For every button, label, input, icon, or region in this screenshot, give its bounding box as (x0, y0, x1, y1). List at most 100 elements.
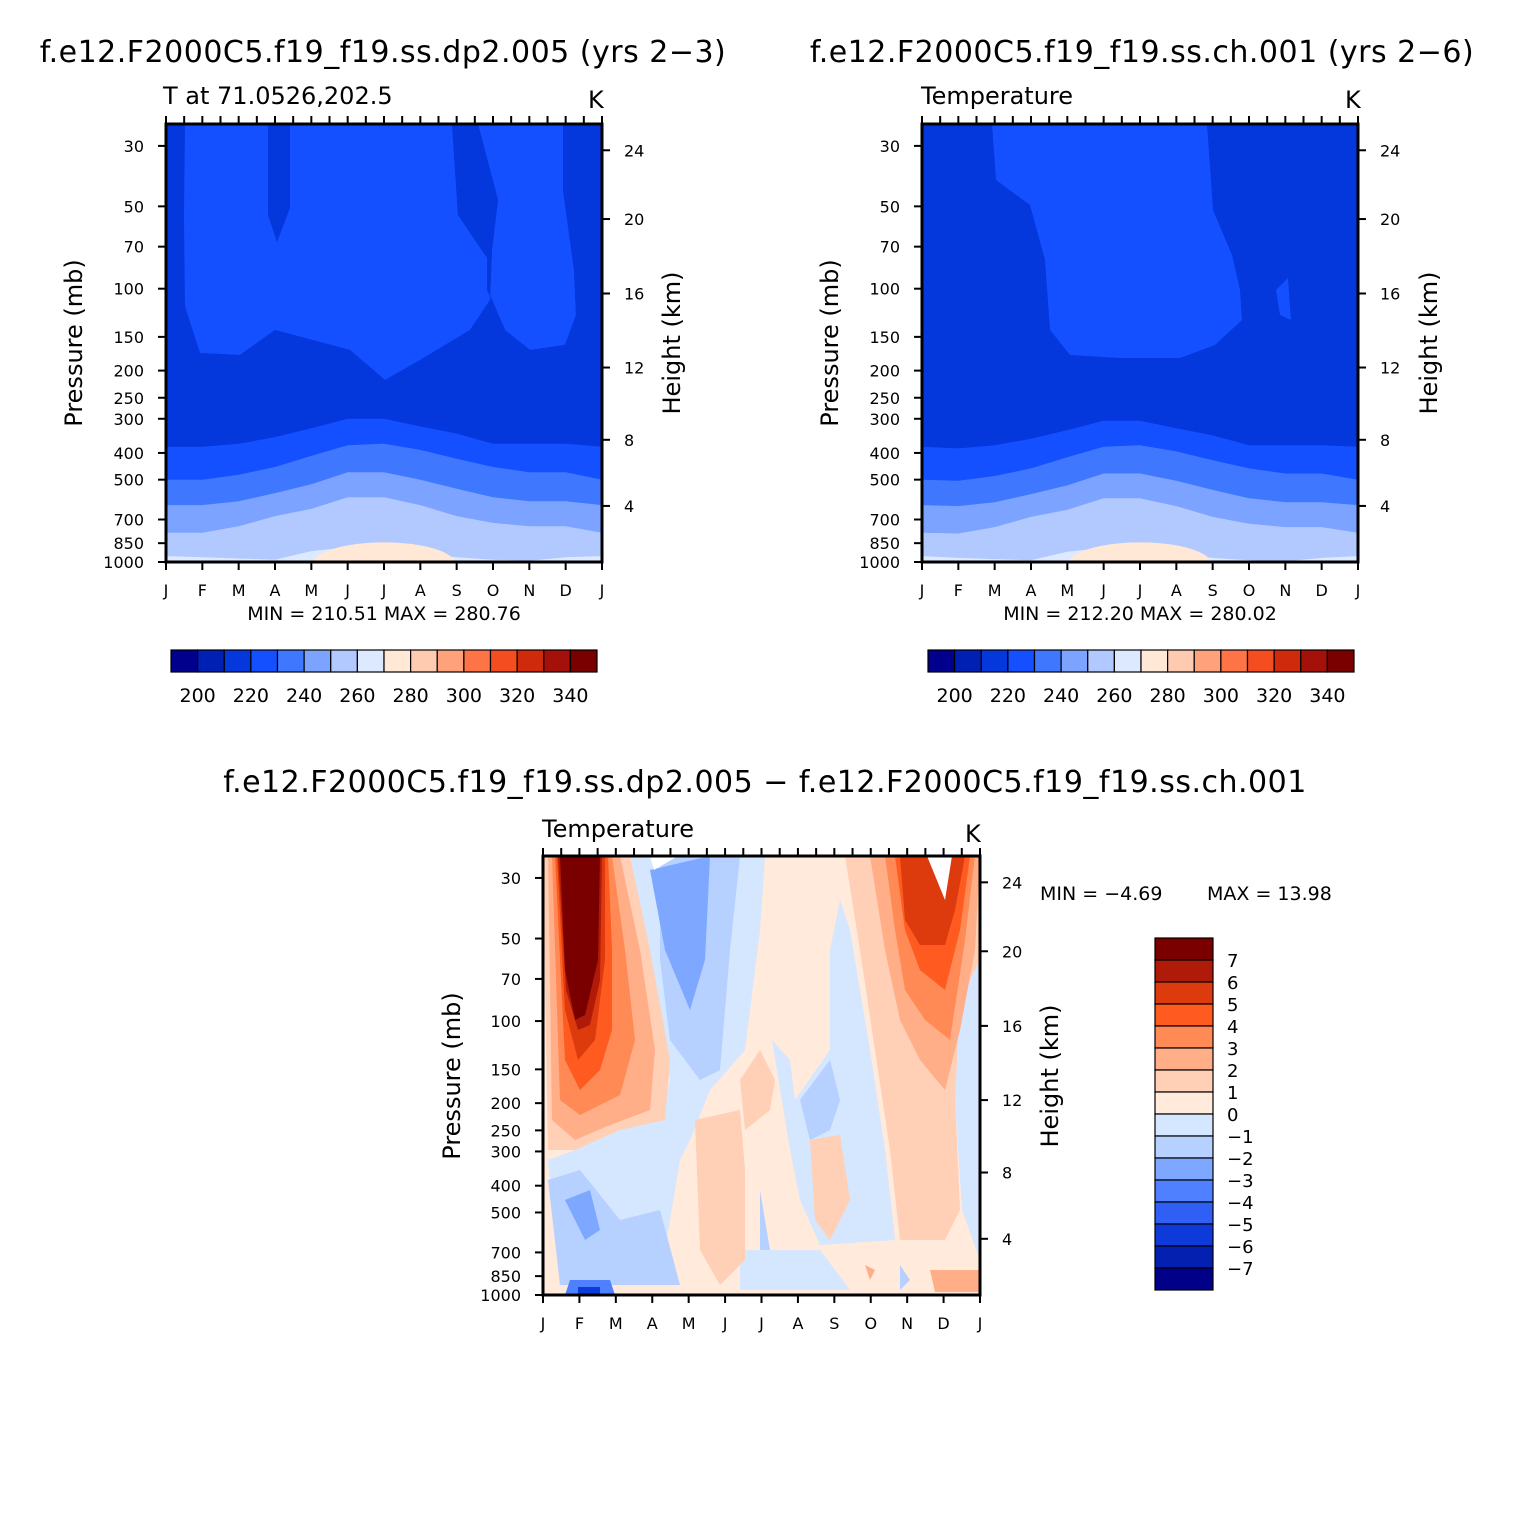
colorbar-swatch (1154, 1245, 1214, 1269)
y-tick-label: 1000 (859, 553, 900, 572)
panel-3-blue-d4 (578, 1287, 600, 1295)
y-tick-label: 500 (490, 1203, 521, 1222)
y-tick-label: 100 (869, 280, 900, 299)
colorbar-label: −6 (1227, 1237, 1254, 1258)
colorbar-label: 280 (1149, 685, 1185, 707)
panel-3-warm-r6 (930, 1270, 980, 1292)
panel-3-title: f.e12.F2000C5.f19_f19.ss.dp2.005 − f.e12… (223, 765, 1307, 800)
panel-1-ylabel-right: Height (km) (658, 272, 686, 415)
y2-tick-label: 20 (1380, 210, 1400, 229)
colorbar-swatch (1154, 1047, 1214, 1071)
y-tick-label: 50 (501, 930, 521, 949)
colorbar-swatch (223, 649, 252, 673)
x-tick-label: A (270, 581, 281, 600)
y-tick-label: 150 (490, 1060, 521, 1079)
colorbar-swatch (1154, 959, 1214, 983)
colorbar-swatch (1007, 649, 1036, 673)
panel-1-units: K (588, 86, 605, 114)
x-tick-label: S (829, 1314, 839, 1333)
panel-3-stats-max: MAX = 13.98 (1207, 883, 1332, 905)
panel-3-warm-r5 (900, 856, 965, 945)
panel-3-ylabel: Pressure (mb) (438, 992, 466, 1159)
panel-3-blue-bottom (740, 1250, 850, 1290)
y-tick-label: 50 (880, 197, 900, 216)
temperature-band (166, 497, 602, 562)
y2-tick-label: 20 (624, 210, 644, 229)
y2-tick-label: 24 (1380, 141, 1400, 160)
colorbar-label: 4 (1227, 1017, 1238, 1038)
colorbar-label: 7 (1227, 951, 1238, 972)
panel-2-stats: MIN = 212.20 MAX = 280.02 (1003, 603, 1277, 625)
colorbar-swatch (1113, 649, 1142, 673)
colorbar-swatch (1140, 649, 1169, 673)
y-tick-label: 850 (113, 534, 144, 553)
colorbar-label: 6 (1227, 973, 1238, 994)
colorbar-swatch (980, 649, 1009, 673)
colorbar-swatch (303, 649, 332, 673)
colorbar-swatch (569, 649, 598, 673)
x-tick-label: J (381, 581, 387, 600)
y2-tick-label: 12 (1380, 359, 1400, 378)
colorbar-label: 300 (446, 685, 482, 707)
y-tick-label: 300 (113, 410, 144, 429)
colorbar-label: 260 (339, 685, 375, 707)
y-tick-label: 70 (501, 970, 521, 989)
x-tick-label: O (487, 581, 500, 600)
y-tick-label: 100 (490, 1012, 521, 1031)
colorbar-swatch (1154, 1157, 1214, 1181)
panel-2-ylabel-right: Height (km) (1415, 272, 1443, 415)
panel-2-ylabel: Pressure (mb) (816, 259, 844, 426)
panel-1-band-group (166, 418, 602, 562)
colorbar-label: 320 (1256, 685, 1292, 707)
y2-tick-label: 4 (1380, 497, 1390, 516)
panel-2-subtitle: Temperature (920, 82, 1073, 110)
colorbar-swatch (1246, 649, 1275, 673)
colorbar-swatch (1154, 1223, 1214, 1247)
panel-3-gap-1 (650, 856, 678, 870)
x-tick-label: M (609, 1314, 623, 1333)
y-tick-label: 200 (490, 1094, 521, 1113)
colorbar-swatch (170, 649, 199, 673)
colorbar-swatch (1193, 649, 1222, 673)
y-tick-label: 150 (869, 328, 900, 347)
colorbar-swatch (250, 649, 279, 673)
y-tick-label: 250 (869, 389, 900, 408)
panel-3-warm-m3 (810, 1135, 850, 1240)
y-tick-label: 850 (869, 534, 900, 553)
y2-tick-label: 24 (624, 141, 644, 160)
colorbar-swatch (1154, 1025, 1214, 1049)
colorbar-swatch (1154, 1003, 1214, 1027)
x-tick-label: J (163, 581, 169, 600)
panel-1-colorbar: 200 220 240 260 280 300 320 340 (170, 649, 598, 707)
panel-1-stats: MIN = 210.51 MAX = 280.76 (247, 603, 521, 625)
colorbar-label: 340 (552, 685, 588, 707)
y-tick-label: 100 (113, 280, 144, 299)
panel-3-blue-right (955, 960, 980, 1260)
panel-3-warm-l7 (560, 856, 600, 1020)
colorbar-label: 200 (179, 685, 215, 707)
x-tick-label: O (1243, 581, 1256, 600)
x-tick-label: A (1026, 581, 1037, 600)
x-tick-label: M (988, 581, 1002, 600)
colorbar-label: 220 (233, 685, 269, 707)
x-tick-label: F (198, 581, 207, 600)
warm-core (312, 542, 456, 562)
colorbar-label: 2 (1227, 1061, 1238, 1082)
x-tick-label: A (792, 1314, 803, 1333)
colorbar-swatch (1220, 649, 1249, 673)
colorbar-swatch (516, 649, 545, 673)
x-tick-label: O (864, 1314, 877, 1333)
colorbar-swatch (1154, 1201, 1214, 1225)
x-tick-label: M (304, 581, 318, 600)
y-tick-label: 400 (113, 444, 144, 463)
y2-tick-label: 24 (1002, 873, 1022, 892)
colorbar-label: 320 (499, 685, 535, 707)
y2-tick-label: 8 (624, 431, 634, 450)
panel-3-blue-m5 (900, 1265, 910, 1290)
y-tick-label: 30 (880, 137, 900, 156)
colorbar-swatch (436, 649, 465, 673)
colorbar-label: 300 (1203, 685, 1239, 707)
y-tick-label: 400 (869, 444, 900, 463)
x-tick-label: N (1279, 581, 1291, 600)
